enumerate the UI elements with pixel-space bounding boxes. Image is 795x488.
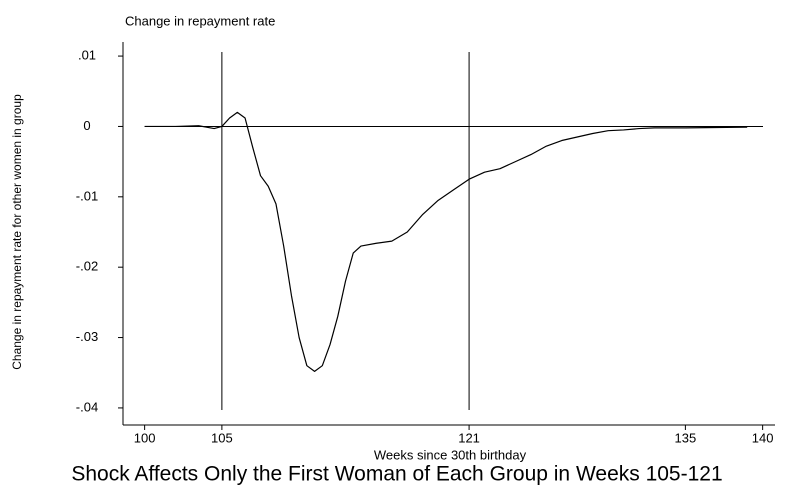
x-tick-label: 100	[134, 430, 156, 445]
y-tick-label: -.04	[76, 399, 98, 414]
axis-title: Change in repayment rate	[125, 13, 275, 28]
y-tick-label: .01	[78, 48, 96, 63]
y-tick-label: -.02	[76, 259, 98, 274]
y-axis-label: Change in repayment rate for other women…	[10, 94, 24, 370]
x-axis-label: Weeks since 30th birthday	[374, 447, 527, 462]
y-tick-label: -.01	[76, 188, 98, 203]
y-tick-label: 0	[83, 118, 90, 133]
y-tick-label: -.03	[76, 329, 98, 344]
x-tick-label: 121	[458, 430, 480, 445]
caption: Shock Affects Only the First Woman of Ea…	[71, 463, 722, 486]
x-tick-label: 140	[752, 430, 774, 445]
data-line	[144, 111, 748, 372]
x-tick-label: 105	[211, 430, 233, 445]
x-tick-label: 135	[675, 430, 697, 445]
